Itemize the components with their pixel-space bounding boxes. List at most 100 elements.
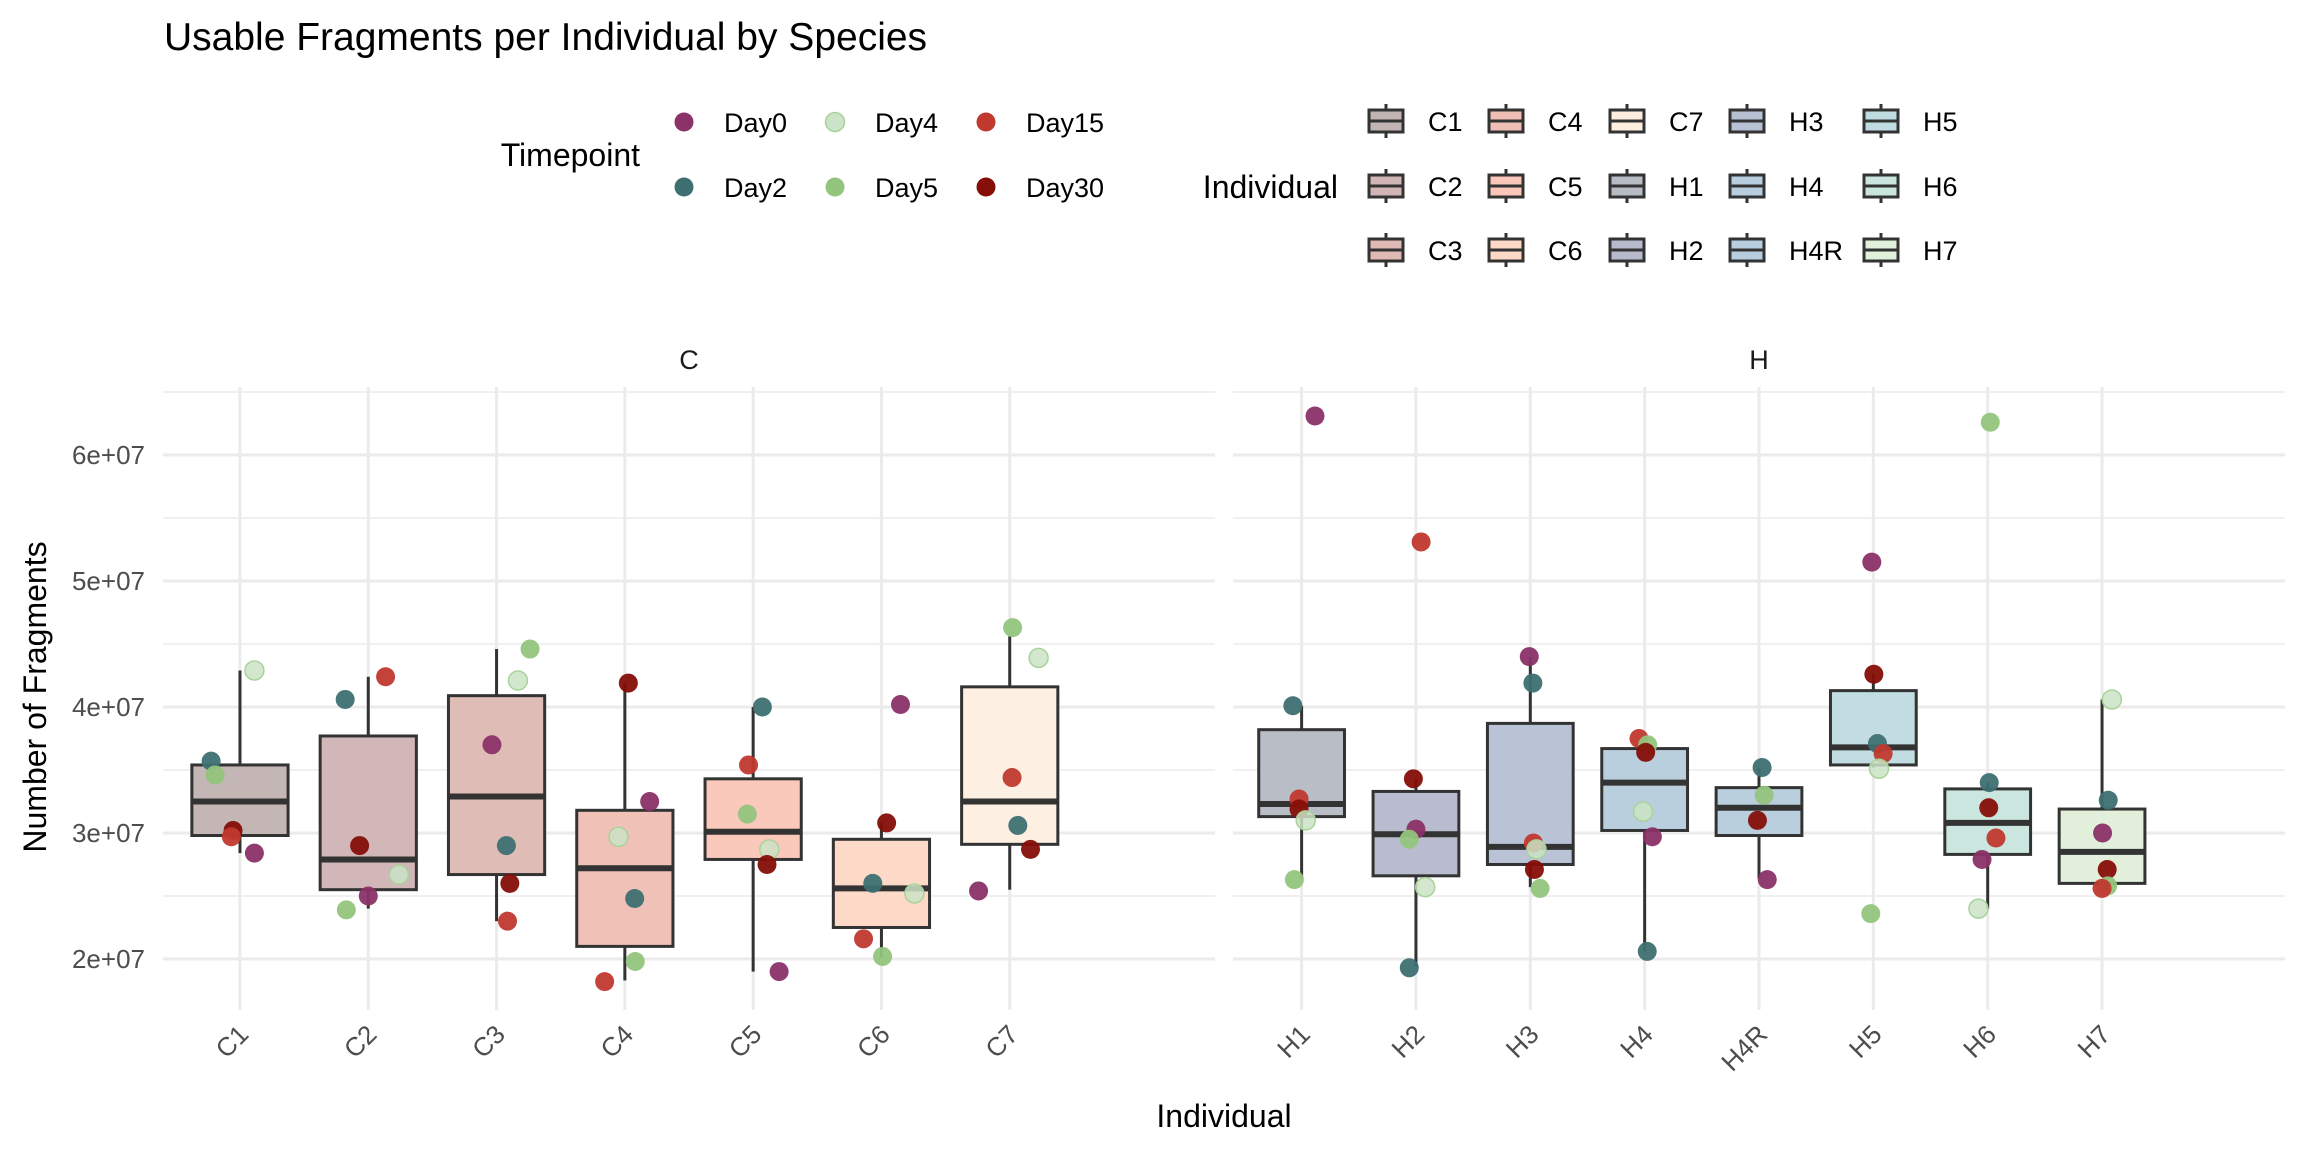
y-tick-label: 4e+07 <box>72 692 145 722</box>
box-c3 <box>446 649 547 922</box>
y-axis: 2e+07 3e+07 4e+07 5e+07 6e+07 <box>72 440 145 974</box>
legend-label: H3 <box>1789 107 1824 137</box>
point-h2-day30 <box>1403 769 1423 789</box>
point-h6-day5 <box>1980 412 2000 432</box>
legend-item-h5: H5 <box>1862 104 1958 138</box>
point-c3-day5 <box>520 639 540 659</box>
y-tick-label: 2e+07 <box>72 944 145 974</box>
legend-key-dot <box>824 111 846 133</box>
point-c4-day4 <box>608 826 629 848</box>
point-c5-day0 <box>769 962 789 982</box>
legend-label: H1 <box>1669 172 1704 202</box>
point-h2-day2 <box>1399 958 1419 978</box>
x-tick-label: H3 <box>1500 1019 1545 1064</box>
box-h4 <box>1600 738 1690 952</box>
legend-item-h3: H3 <box>1728 104 1824 138</box>
box-h5 <box>1828 674 1918 768</box>
point-c5-day30 <box>757 854 777 874</box>
legend-key-dot <box>674 177 694 197</box>
x-tick-label: C5 <box>723 1019 768 1064</box>
legend-label: C5 <box>1548 172 1583 202</box>
point-c3-day2 <box>496 836 516 856</box>
box-c2 <box>318 676 418 909</box>
legend-label: H4 <box>1789 172 1824 202</box>
point-h4-day4 <box>1632 801 1654 822</box>
point-c2-day30 <box>350 836 370 856</box>
box-iqr <box>960 685 1060 846</box>
boxes <box>190 636 2147 981</box>
point-c6-day4 <box>904 883 925 904</box>
point-h1-day5 <box>1284 870 1304 890</box>
point-h4r-day5 <box>1754 785 1774 805</box>
x-tick-label: H4 <box>1614 1019 1659 1064</box>
legend-label: C4 <box>1548 107 1583 137</box>
legend-item-day30: Day30 <box>976 173 1104 203</box>
legend-label: H4R <box>1789 236 1843 266</box>
point-h2-day15 <box>1411 532 1431 552</box>
x-tick-label: C4 <box>594 1019 639 1064</box>
legend-label: C3 <box>1428 236 1463 266</box>
x-tick-label: C1 <box>209 1019 254 1064</box>
point-h4r-day0 <box>1757 870 1777 890</box>
point-h4-day2 <box>1637 941 1657 961</box>
point-c5-day15 <box>739 755 759 775</box>
legend-item-day5: Day5 <box>825 173 938 203</box>
legend-key-dot <box>674 112 694 132</box>
legend-item-day15: Day15 <box>976 108 1104 138</box>
point-c6-day2 <box>863 873 883 893</box>
point-c7-day15 <box>1002 768 1022 788</box>
point-c4-day2 <box>625 889 645 909</box>
x-tick-label: H7 <box>2072 1019 2117 1064</box>
legend-title-individual: Individual <box>1203 169 1338 205</box>
point-c6-day5 <box>873 946 893 966</box>
point-c6-day30 <box>877 813 897 833</box>
legend-item-day4: Day4 <box>824 108 938 138</box>
x-tick-label: C6 <box>851 1019 896 1064</box>
point-h4r-day30 <box>1747 810 1767 830</box>
point-c2-day0 <box>358 886 378 906</box>
point-h4-day30 <box>1636 742 1656 762</box>
legend-item-c1: C1 <box>1367 104 1463 138</box>
point-h2-day4 <box>1414 876 1436 898</box>
y-tick-label: 6e+07 <box>72 440 145 470</box>
point-c4-day30 <box>618 673 638 693</box>
legend-item-h4: H4 <box>1728 169 1824 203</box>
point-h6-day15 <box>1986 828 2006 848</box>
box-c7 <box>960 636 1060 890</box>
legend-label: Day4 <box>875 108 938 138</box>
point-h3-day5 <box>1530 878 1550 898</box>
legend-label: Day0 <box>724 108 787 138</box>
point-h2-day5 <box>1399 829 1419 849</box>
legend-item-c4: C4 <box>1487 104 1583 138</box>
legend-label: H6 <box>1923 172 1958 202</box>
point-c1-day5 <box>205 765 225 785</box>
point-c3-day0 <box>482 735 502 755</box>
point-h7-day30 <box>2097 860 2117 880</box>
legend-label: C7 <box>1669 107 1704 137</box>
point-c7-day5 <box>1003 618 1023 638</box>
point-h6-day30 <box>1979 798 1999 818</box>
chart-title: Usable Fragments per Individual by Speci… <box>164 16 927 59</box>
x-tick-label: C2 <box>338 1019 383 1064</box>
point-h3-day0 <box>1519 647 1539 667</box>
legend-item-c5: C5 <box>1487 169 1583 203</box>
legend-key-dot <box>976 177 996 197</box>
point-c1-day15 <box>221 827 241 847</box>
point-c4-day0 <box>640 791 660 811</box>
point-c2-day15 <box>376 667 396 687</box>
x-tick-label: H6 <box>1957 1019 2002 1064</box>
point-h5-day5 <box>1861 904 1881 924</box>
point-h1-day2 <box>1283 696 1303 716</box>
legend-item-day2: Day2 <box>674 173 787 203</box>
point-h3-day2 <box>1523 673 1543 693</box>
x-tick-label: H4R <box>1715 1019 1773 1077</box>
point-h1-day4 <box>1295 810 1316 831</box>
point-h6-day2 <box>1979 773 1999 793</box>
legend-item-h7: H7 <box>1862 233 1958 267</box>
legend-label: Day30 <box>1026 173 1104 203</box>
legend-key-dot <box>825 177 845 197</box>
box-c5 <box>703 707 803 972</box>
y-axis-title: Number of Fragments <box>17 541 53 852</box>
legend-label: C1 <box>1428 107 1463 137</box>
